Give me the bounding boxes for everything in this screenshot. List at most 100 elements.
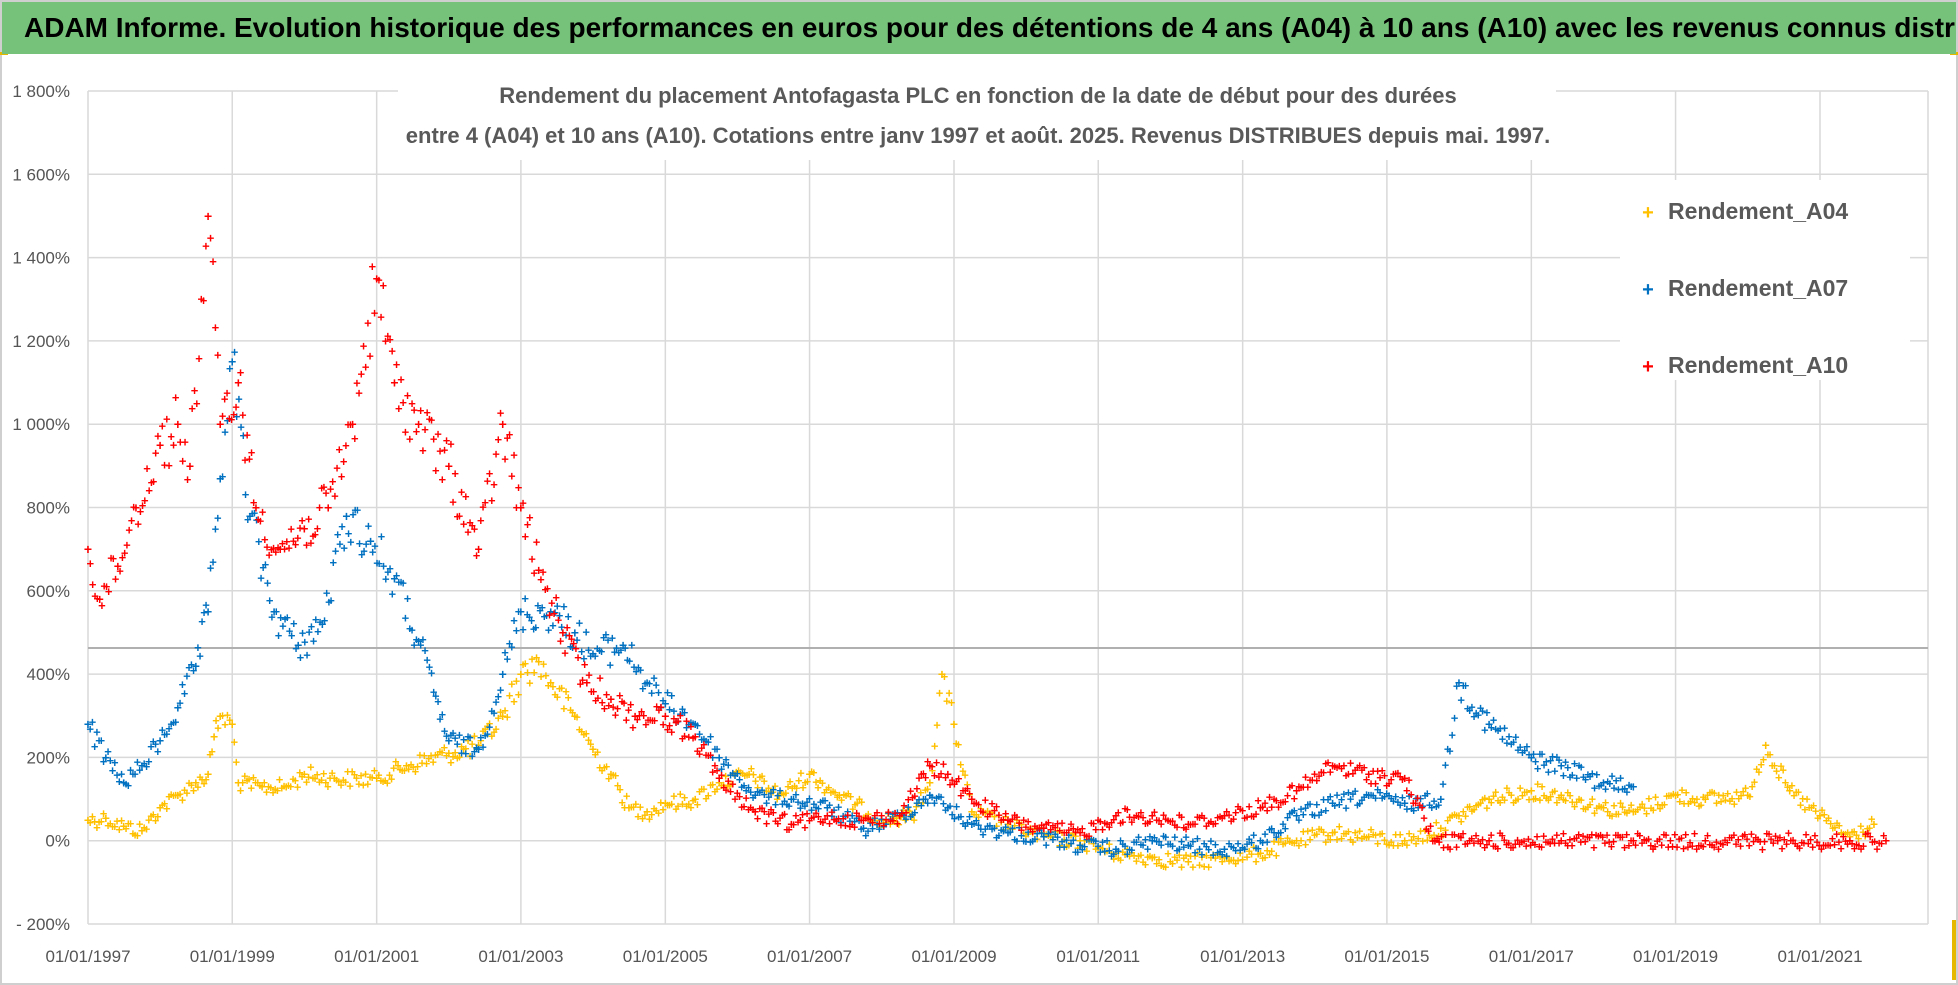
data-point: + (1629, 779, 1637, 795)
data-point-fill: + (98, 598, 106, 613)
data-point-fill: + (479, 740, 487, 755)
data-point-fill: + (1530, 747, 1538, 762)
data-point-fill: + (1733, 784, 1741, 799)
data-point-fill: + (1514, 743, 1522, 758)
data-point-fill: + (878, 812, 886, 827)
data-point-fill: + (1331, 824, 1339, 839)
data-point-fill: + (554, 690, 562, 705)
data-point-fill: + (933, 790, 941, 805)
data-point-fill: + (116, 774, 124, 789)
data-point-fill: + (1602, 795, 1610, 810)
data-point-fill: + (172, 390, 180, 405)
data-point-fill: + (933, 717, 941, 732)
data-point-fill: + (1638, 796, 1646, 811)
data-point-fill: + (1788, 778, 1796, 793)
data-point-fill: + (436, 744, 444, 759)
data-point-fill: + (1451, 710, 1459, 725)
data-point: + (787, 791, 795, 807)
data-point: + (944, 799, 952, 815)
data-point-fill: + (1810, 798, 1818, 813)
data-point-fill: + (1099, 822, 1107, 837)
data-point: + (1220, 808, 1228, 824)
data-point-fill: + (615, 645, 623, 660)
data-point-fill: + (955, 771, 963, 786)
data-point-fill: + (885, 806, 893, 821)
data-point: + (373, 270, 381, 286)
data-point-fill: + (1282, 836, 1290, 851)
data-point-fill: + (360, 339, 368, 354)
data-point-fill: + (1667, 788, 1675, 803)
data-point-fill: + (328, 766, 336, 781)
data-point-fill: + (333, 461, 341, 476)
data-point-fill: + (1345, 785, 1353, 800)
data-point-fill: + (748, 761, 756, 776)
data-point-fill: + (897, 810, 905, 825)
data-point-fill: + (741, 768, 749, 783)
data-point-fill: + (393, 568, 401, 583)
data-point-fill: + (982, 793, 990, 808)
data-point-fill: + (1259, 850, 1267, 865)
data-point-fill: + (1045, 826, 1053, 841)
data-point-fill: + (276, 772, 284, 787)
data-point-fill: + (492, 447, 500, 462)
data-point-fill: + (1505, 729, 1513, 744)
data-point-fill: + (1625, 803, 1633, 818)
data-point-fill: + (1198, 808, 1206, 823)
data-point-fill: + (375, 273, 383, 288)
data-point-fill: + (966, 787, 974, 802)
data-point-fill: + (756, 769, 764, 784)
data-point-fill: + (736, 772, 744, 787)
data-point-fill: + (346, 779, 354, 794)
data-point-fill: + (1340, 758, 1348, 773)
data-point-fill: + (279, 536, 287, 551)
data-point-fill: + (1417, 791, 1425, 806)
data-point: + (390, 375, 398, 391)
data-point-fill: + (910, 813, 918, 828)
data-point-fill: + (1209, 847, 1217, 862)
data-point-fill: + (567, 703, 575, 718)
data-point-fill: + (1101, 815, 1109, 830)
data-point-fill: + (674, 714, 682, 729)
data-point-fill: + (1405, 826, 1413, 841)
data-point-fill: + (1223, 804, 1231, 819)
data-point-fill: + (1358, 831, 1366, 846)
data-point-fill: + (1501, 721, 1509, 736)
data-point-fill: + (323, 585, 331, 600)
data-point-fill: + (857, 813, 865, 828)
data-point-fill: + (1092, 822, 1100, 837)
data-point-fill: + (849, 802, 857, 817)
data-point-fill: + (957, 809, 965, 824)
data-point: + (475, 737, 483, 753)
data-point-fill: + (303, 775, 311, 790)
data-point-fill: + (1453, 808, 1461, 823)
data-point-fill: + (1367, 776, 1375, 791)
data-point-fill: + (405, 761, 413, 776)
data-point-fill: + (1573, 795, 1581, 810)
data-point-fill: + (797, 801, 805, 816)
data-point-fill: + (456, 509, 464, 524)
data-point-fill: + (1387, 791, 1395, 806)
data-point-fill: + (1189, 817, 1197, 832)
data-point-fill: + (1632, 804, 1640, 819)
data-point-fill: + (406, 621, 414, 636)
data-point-fill: + (128, 513, 136, 528)
data-point-fill: + (569, 640, 577, 655)
data-point-fill: + (1232, 805, 1240, 820)
data-point-fill: + (986, 806, 994, 821)
data-point-fill: + (219, 708, 227, 723)
data-point-fill: + (603, 687, 611, 702)
data-point-fill: + (594, 745, 602, 760)
data-point-fill: + (957, 757, 965, 772)
data-point-fill: + (316, 774, 324, 789)
data-point-fill: + (309, 771, 317, 786)
data-point-fill: + (1058, 834, 1066, 849)
data-point-fill: + (995, 828, 1003, 843)
data-points: ++++++++++++++++++++++++++++++++++++++++… (84, 208, 1890, 875)
data-point-fill: + (1606, 808, 1614, 823)
data-point: + (1328, 758, 1336, 774)
data-point-fill: + (1555, 752, 1563, 767)
data-point-fill: + (637, 662, 645, 677)
data-point-fill: + (1085, 832, 1093, 847)
data-point-fill: + (537, 669, 545, 684)
data-point-fill: + (460, 742, 468, 757)
